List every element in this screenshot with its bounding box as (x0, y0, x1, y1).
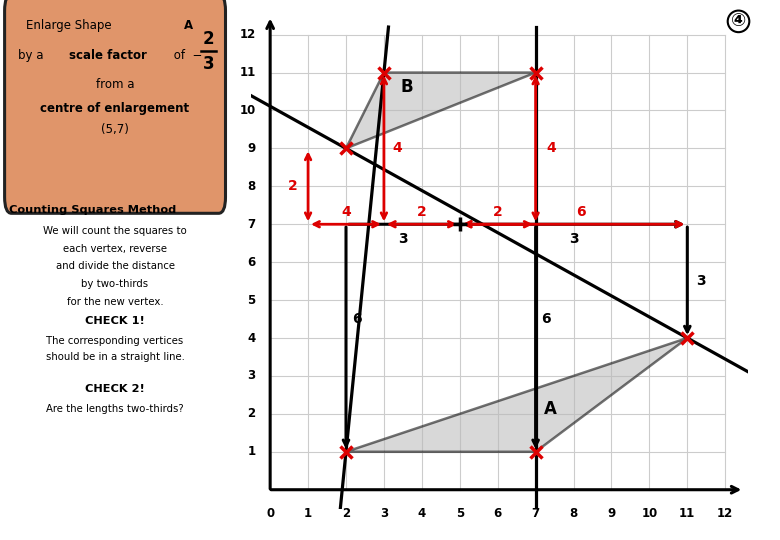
Text: A: A (544, 400, 557, 418)
Text: 3: 3 (398, 232, 408, 246)
Text: for the new vertex.: for the new vertex. (67, 297, 163, 307)
Text: scale factor: scale factor (69, 49, 147, 62)
Text: 11: 11 (679, 507, 696, 520)
Text: 4: 4 (247, 332, 256, 345)
Text: 2: 2 (288, 179, 298, 193)
Text: 4: 4 (546, 141, 555, 156)
Text: 2: 2 (417, 205, 427, 219)
Text: 6: 6 (352, 312, 361, 326)
Text: 7: 7 (247, 218, 256, 231)
Text: 1: 1 (247, 446, 256, 458)
Text: 12: 12 (239, 28, 256, 41)
Text: CHECK 1!: CHECK 1! (85, 316, 145, 326)
Text: Enlarge Shape: Enlarge Shape (26, 19, 115, 32)
Polygon shape (346, 72, 536, 148)
Text: 2: 2 (203, 30, 214, 48)
Text: by two-thirds: by two-thirds (81, 279, 149, 289)
Text: centre of enlargement: centre of enlargement (41, 102, 190, 114)
Text: 5: 5 (247, 294, 256, 307)
Text: should be in a straight line.: should be in a straight line. (45, 352, 185, 362)
Text: 2: 2 (342, 507, 350, 520)
Text: CHECK 2!: CHECK 2! (85, 384, 145, 395)
Text: 2: 2 (493, 205, 502, 219)
Text: 11: 11 (239, 66, 256, 79)
Text: (5,7): (5,7) (101, 123, 129, 136)
Text: 7: 7 (531, 507, 540, 520)
Text: by a: by a (19, 49, 48, 62)
Text: 8: 8 (247, 180, 256, 193)
Text: Counting Squares Method: Counting Squares Method (9, 205, 176, 215)
Text: 6: 6 (541, 312, 551, 326)
Text: 6: 6 (494, 507, 502, 520)
Text: each vertex, reverse: each vertex, reverse (63, 244, 167, 254)
Text: 10: 10 (239, 104, 256, 117)
Text: We will count the squares to: We will count the squares to (43, 226, 187, 236)
Text: 4: 4 (392, 141, 402, 156)
Text: ④: ④ (731, 12, 746, 30)
Text: 3: 3 (696, 274, 705, 288)
Text: 6: 6 (247, 255, 256, 269)
Text: of  −: of − (170, 49, 203, 62)
FancyBboxPatch shape (5, 0, 225, 213)
Text: 1: 1 (304, 507, 312, 520)
Polygon shape (346, 338, 687, 452)
Text: 8: 8 (569, 507, 578, 520)
Text: and divide the distance: and divide the distance (55, 261, 175, 272)
Text: 3: 3 (380, 507, 388, 520)
Text: 3: 3 (247, 369, 256, 382)
Text: 12: 12 (717, 507, 733, 520)
Text: 5: 5 (456, 507, 464, 520)
Text: 10: 10 (641, 507, 658, 520)
Text: 3: 3 (569, 232, 578, 246)
Text: 4: 4 (418, 507, 426, 520)
Text: A: A (184, 19, 193, 32)
Text: 6: 6 (576, 205, 586, 219)
Text: The corresponding vertices: The corresponding vertices (47, 336, 183, 346)
Text: from a: from a (96, 78, 134, 91)
Text: 2: 2 (247, 407, 256, 420)
Text: 9: 9 (247, 142, 256, 155)
Text: Are the lengths two-thirds?: Are the lengths two-thirds? (46, 404, 184, 414)
Text: 3: 3 (203, 55, 214, 73)
Text: 9: 9 (608, 507, 615, 520)
Text: 0: 0 (266, 507, 275, 520)
Text: 4: 4 (341, 205, 351, 219)
Text: B: B (400, 78, 413, 96)
